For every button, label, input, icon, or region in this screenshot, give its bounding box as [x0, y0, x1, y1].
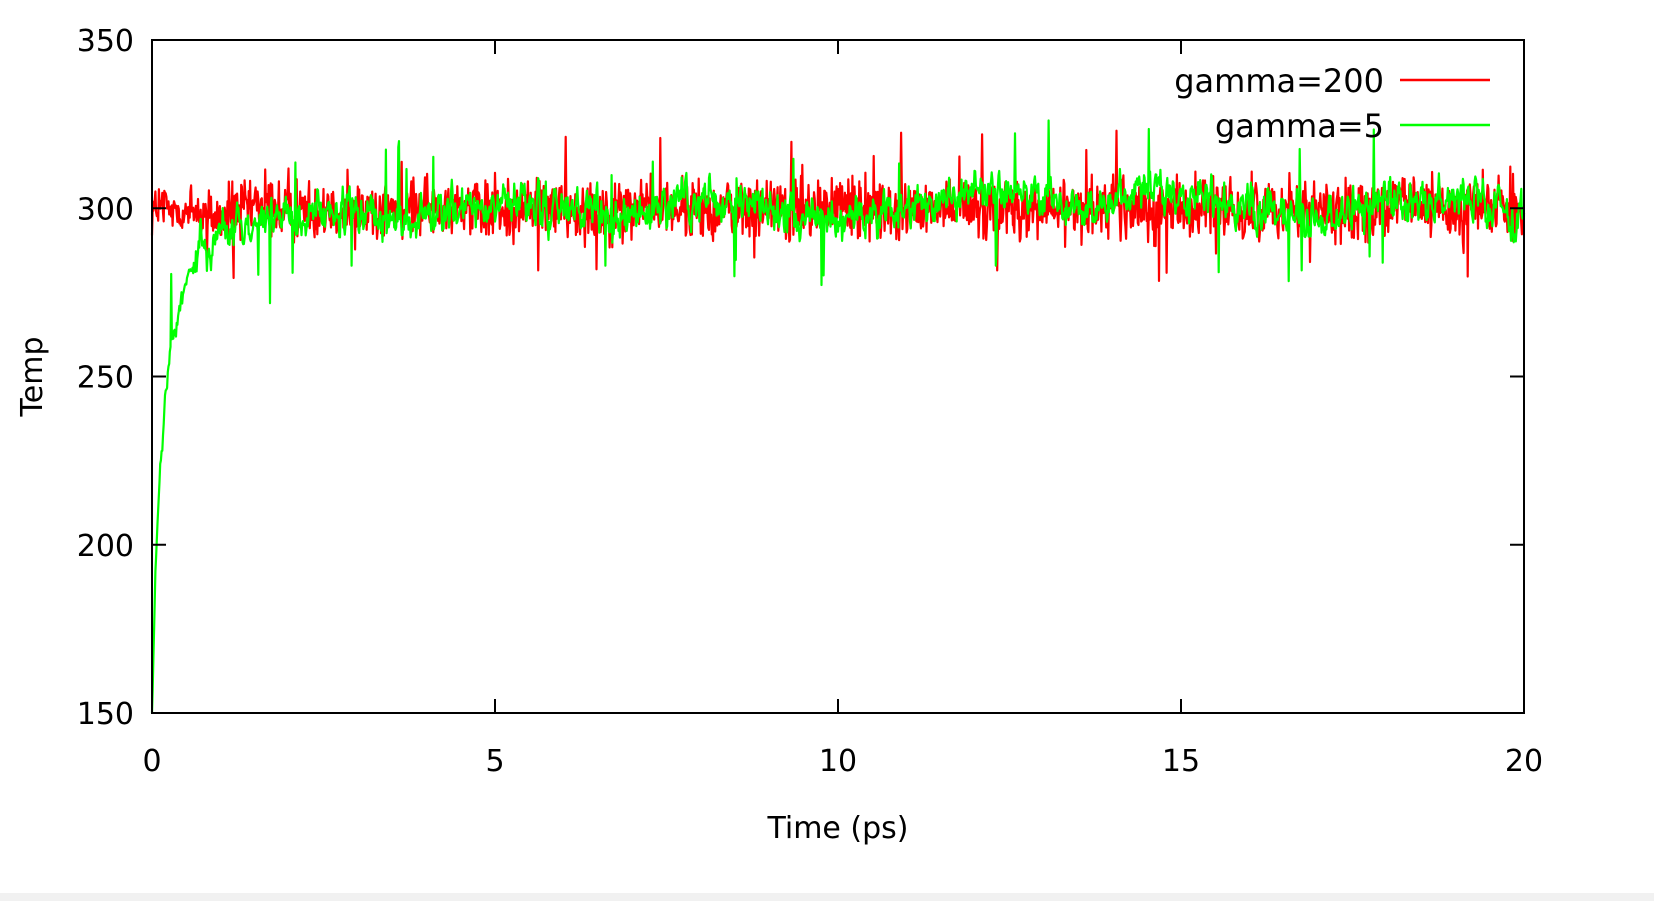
x-tick-label: 0: [142, 744, 161, 779]
series-line-gamma-200: [150, 129, 1526, 282]
y-tick-label: 150: [77, 697, 134, 732]
x-tick-label: 10: [819, 744, 857, 779]
legend-label: gamma=5: [1215, 107, 1384, 145]
y-tick-label: 300: [77, 192, 134, 227]
y-tick-label: 350: [77, 24, 134, 59]
x-tick-label: 5: [485, 744, 504, 779]
x-axis-label: Time (ps): [766, 811, 908, 846]
bottom-divider: [0, 893, 1654, 901]
y-tick-label: 250: [77, 361, 134, 396]
y-axis-label: Temp: [15, 337, 50, 418]
series-layer: [150, 119, 1526, 714]
legend: gamma=200 gamma=5: [1174, 62, 1490, 145]
y-tick-label: 200: [77, 529, 134, 564]
legend-label: gamma=200: [1174, 62, 1384, 100]
series-line-gamma-5: [150, 119, 1526, 714]
ticks-layer: 0 5 10 15 20 150 200 250 300 350: [77, 24, 1543, 779]
x-tick-label: 20: [1505, 744, 1543, 779]
x-tick-label: 15: [1162, 744, 1200, 779]
